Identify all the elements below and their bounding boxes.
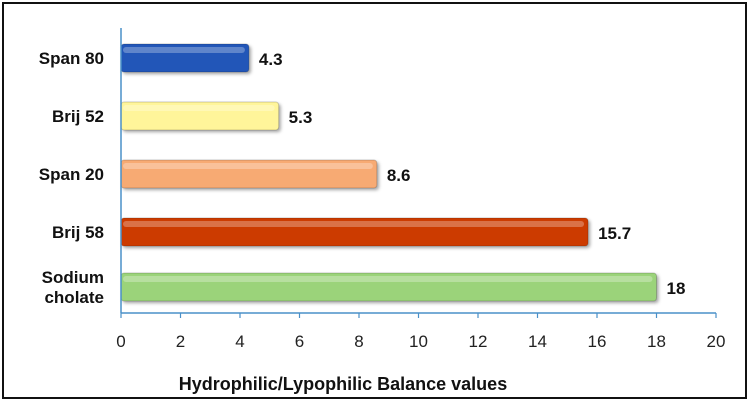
bar-value-label: 5.3	[289, 108, 313, 127]
x-tick-label: 14	[528, 332, 547, 351]
x-axis-title: Hydrophilic/Lypophilic Balance values	[179, 374, 507, 394]
x-ticks: 0 2 4 6 8 10 12 14 16 18 20	[116, 313, 725, 351]
x-tick-label: 12	[469, 332, 488, 351]
x-tick-label: 4	[235, 332, 244, 351]
category-labels: Span 80 Brij 52 Span 20 Brij 58 Sodiumcholat…	[39, 49, 104, 307]
x-tick-label: 16	[588, 332, 607, 351]
x-tick-label: 6	[295, 332, 304, 351]
category-label: Brij 52	[52, 107, 104, 126]
bar-highlight	[123, 105, 275, 111]
x-tick-label: 0	[116, 332, 125, 351]
category-label: Span 80	[39, 49, 104, 68]
x-tick-label: 10	[409, 332, 428, 351]
bar-highlight	[123, 163, 373, 169]
bar-value-label: 15.7	[598, 224, 631, 243]
bar-value-label: 8.6	[387, 166, 411, 185]
bar-highlight	[123, 221, 585, 227]
value-labels: 4.3 5.3 8.6 15.7 18	[259, 50, 685, 298]
bar-highlight	[123, 47, 245, 53]
x-tick-label: 20	[707, 332, 726, 351]
category-label: Span 20	[39, 165, 104, 184]
category-label: Sodium	[42, 268, 104, 287]
bar-value-label: 4.3	[259, 50, 283, 69]
bars-layer	[120, 43, 657, 302]
x-tick-label: 2	[176, 332, 185, 351]
category-label: cholate	[44, 288, 104, 307]
category-label: Brij 58	[52, 223, 104, 242]
x-tick-label: 8	[354, 332, 363, 351]
bar-highlight	[123, 276, 653, 282]
x-tick-label: 18	[647, 332, 666, 351]
bar-value-label: 18	[667, 279, 686, 298]
